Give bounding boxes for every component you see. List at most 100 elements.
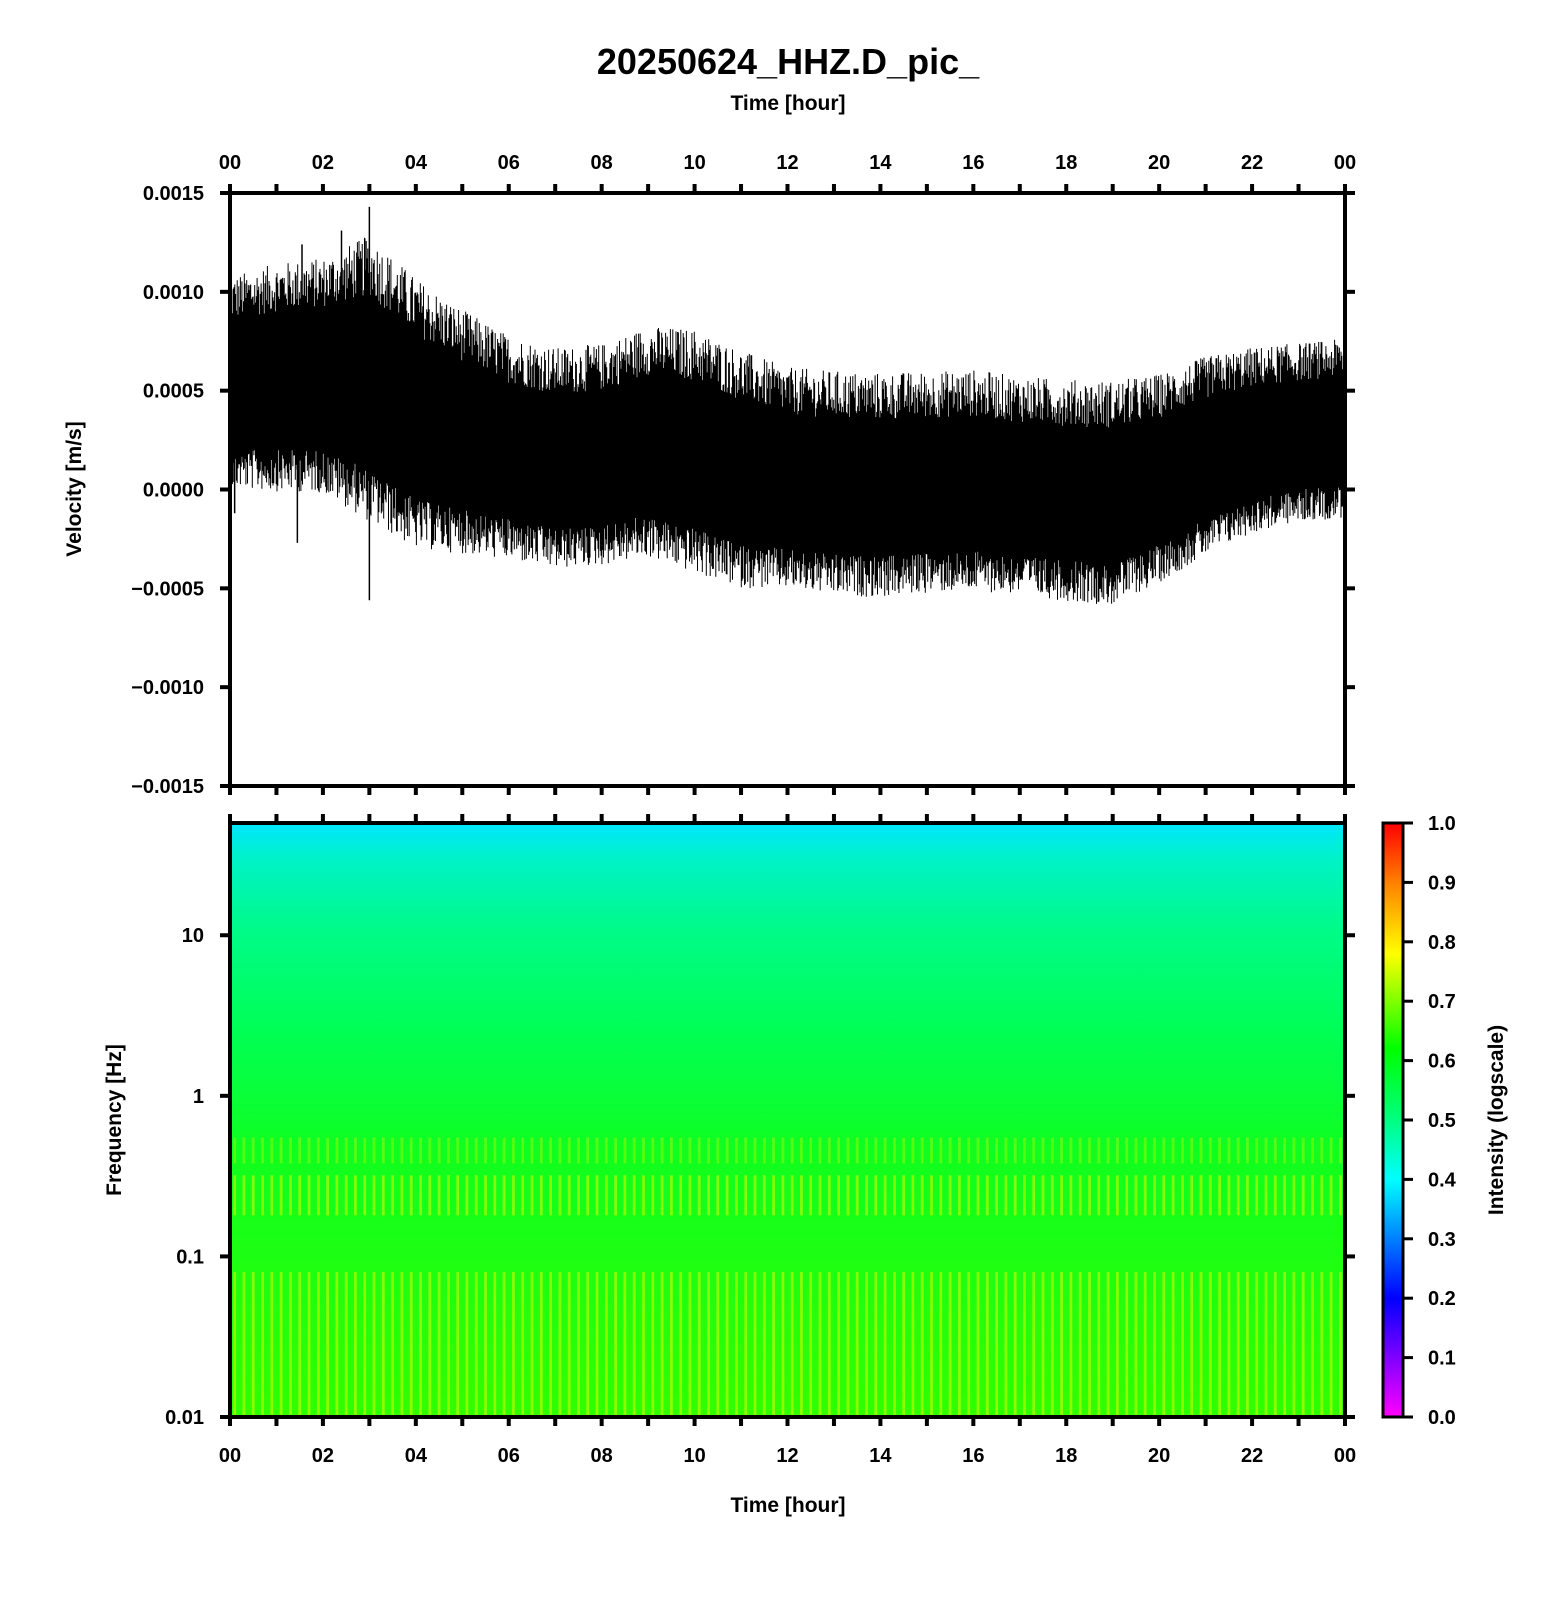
spectrogram-stripe: [539, 1272, 543, 1417]
spectrogram-stripe: [381, 1137, 385, 1164]
spectrogram-stripe: [744, 1175, 748, 1216]
spectrogram-stripe: [400, 1272, 404, 1417]
spectrogram-stripe: [790, 1137, 794, 1164]
spectrogram-stripe: [354, 1272, 357, 1417]
spectrogram-stripe: [391, 1272, 394, 1417]
spectrogram-stripe: [642, 1137, 645, 1164]
spectrogram-stripe: [1236, 1137, 1240, 1164]
spectrogram-stripe: [270, 1272, 274, 1417]
spectrogram-stripe: [1273, 1272, 1277, 1417]
spectrogram-stripe: [725, 1272, 729, 1417]
spectrogram-stripe: [261, 1272, 264, 1417]
spectrogram-stripe: [1060, 1272, 1063, 1417]
spectrogram-stripe: [261, 1137, 264, 1164]
spectrogram-stripe: [623, 1137, 627, 1164]
spectrogram-stripe: [1153, 1137, 1156, 1164]
spectrogram-stripe: [1255, 1272, 1259, 1417]
spectrogram-stripe: [354, 1137, 357, 1164]
spectrogram-stripe: [762, 1175, 766, 1216]
spectrogram-stripe: [660, 1175, 664, 1216]
spectrogram-stripe: [586, 1272, 590, 1417]
spectrogram-stripe: [372, 1137, 376, 1164]
spectrogram-stripe: [307, 1137, 311, 1164]
spectrogram-stripe: [911, 1137, 915, 1164]
colorbar-label: Intensity (logscale): [1485, 1025, 1508, 1215]
spectrogram-stripe: [530, 1137, 534, 1164]
y-tick-label: 0.0015: [143, 183, 204, 205]
spectrogram-stripe: [985, 1137, 989, 1164]
spectrogram-stripe: [967, 1272, 971, 1417]
waveform-body: [230, 296, 1345, 565]
spectrogram-stripe: [558, 1175, 562, 1216]
spectrogram-stripe: [391, 1137, 394, 1164]
spectrogram-stripe: [1032, 1175, 1036, 1216]
spectrogram-stripe: [976, 1137, 980, 1164]
spectrogram-stripe: [976, 1175, 980, 1216]
spectrogram-stripe: [233, 1175, 237, 1216]
spectrogram-stripe: [1023, 1272, 1026, 1417]
x-tick-label: 00: [1334, 1445, 1356, 1467]
spectrogram-stripe: [1311, 1272, 1314, 1417]
spectrogram-stripe: [716, 1137, 720, 1164]
spectrogram-stripe: [1255, 1137, 1259, 1164]
spectrogram-stripe: [762, 1272, 766, 1417]
spectrogram-image: [230, 823, 1345, 1417]
spectrogram-stripe: [818, 1137, 822, 1164]
spectrogram-stripe: [1069, 1175, 1073, 1216]
spectrogram-stripe: [800, 1175, 803, 1216]
x-tick-label: 10: [683, 152, 705, 174]
spectrogram-stripe: [595, 1272, 599, 1417]
x-tick-label: 12: [776, 152, 798, 174]
spectrogram-stripe: [1143, 1175, 1147, 1216]
spectrogram-stripe: [289, 1272, 292, 1417]
colorbar-tick-label: 0.0: [1428, 1407, 1456, 1429]
spectrogram-stripe: [1069, 1137, 1073, 1164]
spectrogram-stripe: [1013, 1137, 1017, 1164]
spectrogram-stripe: [865, 1137, 868, 1164]
spectrogram-stripe: [1116, 1272, 1119, 1417]
spectrogram-stripe: [846, 1272, 850, 1417]
spectrogram-stripe: [465, 1137, 469, 1164]
x-tick-label: 08: [591, 1445, 613, 1467]
spectrogram-stripe: [261, 1175, 264, 1216]
spectrogram-stripe: [651, 1272, 655, 1417]
y-tick-label: −0.0015: [131, 776, 204, 798]
spectrogram-stripe: [1023, 1175, 1026, 1216]
spectrogram-stripe: [251, 1272, 255, 1417]
spectrogram-stripe: [335, 1175, 339, 1216]
spectrogram-stripe: [539, 1175, 543, 1216]
spectrogram-stripe: [1246, 1137, 1249, 1164]
spectrogram-stripe: [1041, 1137, 1045, 1164]
spectrogram-stripe: [539, 1137, 543, 1164]
spectrogram-stripe: [1013, 1175, 1017, 1216]
x-tick-label: 06: [498, 1445, 520, 1467]
spectrogram-stripe: [679, 1272, 683, 1417]
colorbar-tick-label: 0.1: [1428, 1348, 1456, 1370]
spectrogram-stripe: [855, 1137, 859, 1164]
chart-title: 20250624_HHZ.D_pic_: [597, 41, 980, 82]
spectrogram-stripe: [1227, 1272, 1231, 1417]
spectrogram-stripe: [781, 1137, 785, 1164]
spectrogram-stripe: [735, 1137, 738, 1164]
spectrogram-stripe: [679, 1175, 683, 1216]
spectrogram-stripe: [707, 1272, 710, 1417]
spectrogram-stripe: [1004, 1272, 1008, 1417]
spectrogram-stripe: [1023, 1137, 1026, 1164]
spectrogram-stripe: [632, 1137, 636, 1164]
spectrogram-stripe: [586, 1137, 590, 1164]
spectrogram-stripe: [577, 1137, 580, 1164]
spectrogram-stripe: [1320, 1272, 1324, 1417]
spectrogram-stripe: [233, 1137, 237, 1164]
spectrogram-stripe: [697, 1175, 701, 1216]
spectrogram-stripe: [604, 1272, 608, 1417]
spectrogram-stripe: [372, 1175, 376, 1216]
spectrogram-stripe: [716, 1175, 720, 1216]
y-tick-label: 10: [182, 925, 204, 947]
spectrogram-stripe: [549, 1137, 552, 1164]
x-tick-label: 04: [405, 152, 428, 174]
spectrogram-stripe: [883, 1272, 887, 1417]
spectrogram-stripe: [809, 1175, 813, 1216]
spectrogram-stripe: [484, 1175, 487, 1216]
spectrogram-stripe: [1041, 1175, 1045, 1216]
spectrogram-stripes: [233, 1137, 1342, 1417]
